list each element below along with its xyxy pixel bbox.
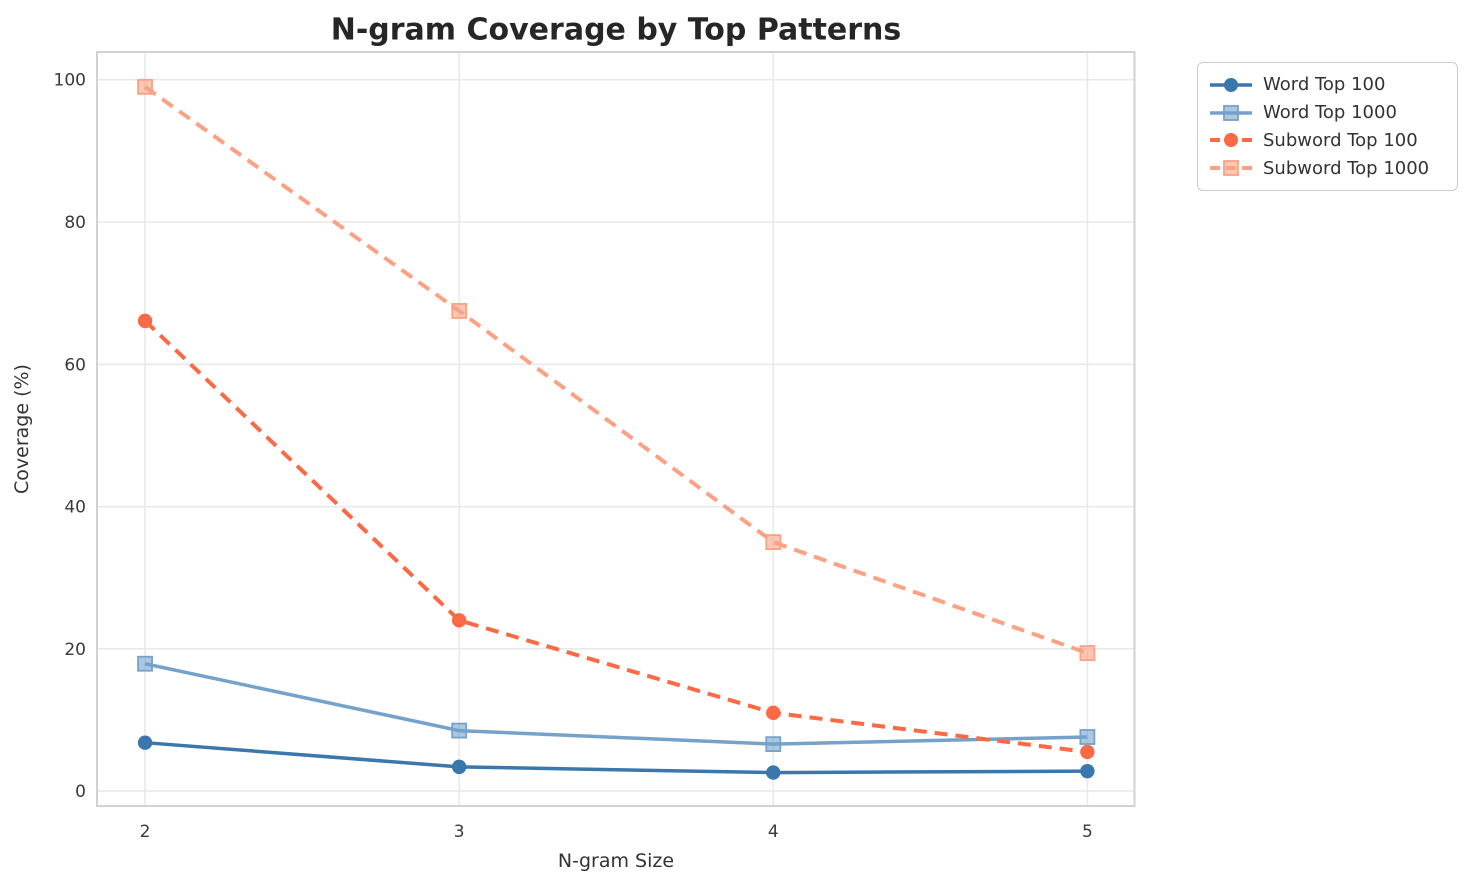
y-tick-label: 100 xyxy=(54,71,86,91)
legend-sample-marker xyxy=(1223,104,1239,121)
x-axis-label: N-gram Size xyxy=(557,850,675,872)
y-tick-label: 60 xyxy=(64,355,86,375)
data-point-circle xyxy=(1080,763,1095,779)
data-point-square xyxy=(137,655,153,672)
data-point-circle xyxy=(1080,744,1095,760)
legend-label: Subword Top 1000 xyxy=(1263,157,1430,179)
legend-sample-marker xyxy=(1224,133,1238,148)
axes-spines xyxy=(96,51,1136,807)
y-tick-label: 0 xyxy=(75,782,86,802)
legend-label: Subword Top 100 xyxy=(1263,129,1418,151)
series-line-subword-top-1000 xyxy=(143,85,1089,655)
legend-item-word-top-1000: Word Top 1000 xyxy=(1208,102,1447,123)
data-point-square xyxy=(1079,645,1096,661)
data-point-circle xyxy=(451,613,467,628)
legend-item-subword-top-1000: Subword Top 1000 xyxy=(1208,158,1447,179)
data-point-square xyxy=(765,534,782,550)
data-point-square xyxy=(137,78,153,95)
legend-line-circle-marker-icon xyxy=(1210,133,1252,148)
y-tick-label: 40 xyxy=(64,498,86,518)
series-line-word-top-100 xyxy=(144,740,1088,775)
legend-item-subword-top-100: Subword Top 100 xyxy=(1208,130,1447,151)
data-point-circle xyxy=(137,735,153,750)
legend-sample-marker xyxy=(1224,77,1238,92)
legend-sample-marker xyxy=(1223,160,1239,177)
data-point-circle xyxy=(766,705,781,721)
series-line-subword-top-100 xyxy=(143,319,1088,754)
y-tick-label: 80 xyxy=(64,213,86,233)
y-tick-label: 20 xyxy=(64,640,86,660)
data-point-square xyxy=(451,303,468,319)
x-tick-label: 2 xyxy=(140,822,151,842)
x-tick-label: 5 xyxy=(1082,822,1093,842)
data-point-circle xyxy=(451,759,467,775)
legend-item-word-top-100: Word Top 100 xyxy=(1208,74,1447,95)
legend-line-square-marker-icon xyxy=(1210,160,1252,177)
x-tick-label: 3 xyxy=(454,822,465,842)
data-point-square xyxy=(451,722,468,739)
legend-line-circle-marker-icon xyxy=(1210,77,1252,92)
legend-label: Word Top 1000 xyxy=(1263,102,1397,124)
data-point-circle xyxy=(137,313,153,329)
data-point-square xyxy=(765,736,782,753)
data-point-square xyxy=(1079,729,1096,745)
series-line-word-top-1000 xyxy=(144,662,1088,746)
y-axis-label: Coverage (%) xyxy=(11,364,33,494)
x-tick-label: 4 xyxy=(768,822,779,842)
data-point-circle xyxy=(766,765,781,780)
chart-title: N-gram Coverage by Top Patterns xyxy=(330,12,902,48)
legend: Word Top 100 Word Top 1000 Subword Top 1… xyxy=(1197,62,1458,191)
legend-line-square-marker-icon xyxy=(1210,104,1252,121)
legend-label: Word Top 100 xyxy=(1263,74,1386,96)
